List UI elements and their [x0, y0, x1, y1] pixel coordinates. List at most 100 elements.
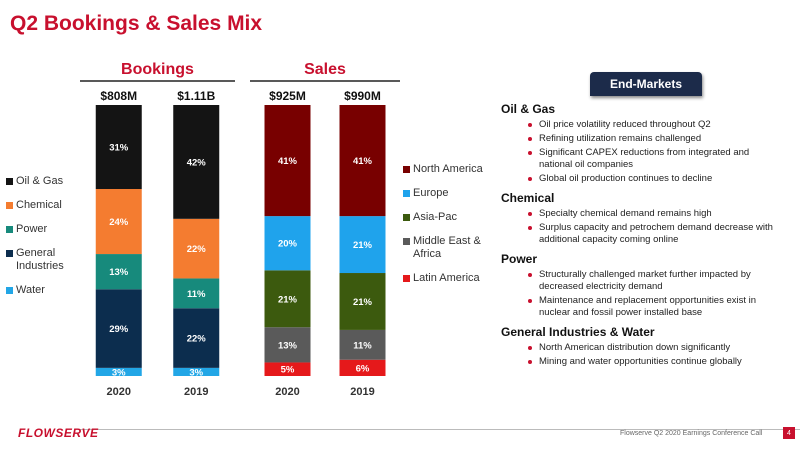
- legend-swatch: [403, 275, 410, 282]
- legend-item: Asia-Pac: [403, 211, 495, 224]
- value-label: 24%: [109, 217, 129, 228]
- total-label: $990M: [344, 89, 381, 103]
- slide-title: Q2 Bookings & Sales Mix: [10, 12, 263, 35]
- legend-item: Water: [6, 284, 80, 297]
- legend-label: Europe: [413, 187, 449, 199]
- value-label: 22%: [187, 244, 207, 255]
- value-label: 21%: [278, 294, 298, 305]
- bar-segment: [264, 327, 311, 363]
- bar-segment: [339, 359, 386, 376]
- section-heading: Oil & Gas: [501, 102, 556, 116]
- legend-item: Europe: [403, 187, 495, 200]
- footer-text: Flowserve Q2 2020 Earnings Conference Ca…: [620, 430, 763, 437]
- value-label: 21%: [353, 240, 373, 251]
- bar-segment: [173, 367, 220, 376]
- bar-segment: [173, 308, 220, 368]
- section: Chemical Specialty chemical demand remain…: [497, 191, 795, 246]
- bullet-list: Structurally challenged market further i…: [497, 269, 795, 319]
- bar-segment: [339, 273, 386, 330]
- value-label: 22%: [187, 334, 207, 345]
- bar-segment: [173, 105, 220, 219]
- section: General Industries & Water North American…: [497, 325, 795, 368]
- legend-item: Latin America: [403, 272, 495, 285]
- total-label: $1.11B: [177, 89, 215, 103]
- value-label: 3%: [112, 367, 126, 378]
- end-markets-panel: End-Markets Oil & Gas Oil price volatilit…: [497, 72, 795, 370]
- bar-segment: [173, 218, 220, 279]
- section: Power Structurally challenged market furt…: [497, 252, 795, 319]
- bullet: Refining utilization remains challenged: [497, 133, 795, 145]
- x-tick-label: 2020: [107, 386, 131, 398]
- bullet-list: North American distribution down signifi…: [497, 342, 795, 368]
- value-label: 31%: [109, 143, 129, 154]
- bullet: Specialty chemical demand remains high: [497, 208, 795, 220]
- bar-segment: [264, 270, 311, 328]
- bar-segment: [339, 216, 386, 274]
- panel-tab: End-Markets: [590, 72, 702, 96]
- legend-label: Water: [16, 284, 45, 296]
- bar-segment: [264, 216, 311, 271]
- value-label: 21%: [353, 297, 373, 308]
- logo: FLOWSERVE: [18, 426, 99, 440]
- bullet: Maintenance and replacement opportunitie…: [497, 295, 795, 319]
- bar-segment: [339, 105, 386, 217]
- section-heading: Chemical: [501, 191, 555, 205]
- bar-segment: [95, 189, 142, 255]
- legend-swatch: [403, 190, 410, 197]
- bar-segment: [173, 278, 220, 309]
- chart-title: Bookings: [121, 61, 194, 78]
- value-label: 42%: [187, 157, 207, 168]
- bar-segment: [95, 367, 142, 376]
- legend-item: Power: [6, 223, 80, 236]
- x-tick-label: 2020: [275, 386, 299, 398]
- legend-swatch: [6, 226, 13, 233]
- legend-swatch: [6, 202, 13, 209]
- legend-swatch: [6, 287, 13, 294]
- bullet: Significant CAPEX reductions from integr…: [497, 147, 795, 171]
- value-label: 20%: [278, 239, 298, 250]
- bullet-list: Oil price volatility reduced throughout …: [497, 119, 795, 185]
- legend-label: North America: [413, 163, 483, 175]
- bullet: Structurally challenged market further i…: [497, 269, 795, 293]
- legend: North America Europe Asia-Pac Middle East &…: [403, 163, 495, 285]
- legend-item: General Industries: [6, 247, 80, 273]
- bar-segment: [264, 105, 311, 217]
- value-label: 41%: [278, 156, 298, 167]
- legend-label: Latin America: [413, 272, 480, 284]
- legend-label: Power: [16, 223, 48, 235]
- legend-swatch: [6, 250, 13, 257]
- bullet-list: Specialty chemical demand remains high Su…: [497, 208, 795, 246]
- bar-segment: [95, 289, 142, 368]
- legend-swatch: [403, 238, 410, 245]
- legend-swatch: [403, 166, 410, 173]
- footer-line: [80, 429, 800, 430]
- bar-segment: [95, 105, 142, 190]
- bar-segment: [339, 329, 386, 360]
- total-label: $925M: [269, 89, 306, 103]
- value-label: 13%: [109, 267, 129, 278]
- x-tick-label: 2019: [350, 386, 374, 398]
- legend-item: Oil & Gas: [6, 175, 80, 188]
- legend-label: Oil & Gas: [16, 175, 64, 187]
- legend-item: Chemical: [6, 199, 80, 212]
- bullet: Global oil production continues to decli…: [497, 173, 795, 185]
- legend-item: North America: [403, 163, 495, 176]
- bar-segment: [264, 362, 311, 376]
- legend-label: Chemical: [16, 199, 62, 211]
- value-label: 41%: [353, 156, 373, 167]
- bullet: Surplus capacity and petrochem demand de…: [497, 222, 795, 246]
- section-heading: General Industries & Water: [501, 325, 655, 339]
- legend-swatch: [403, 214, 410, 221]
- value-label: 11%: [187, 289, 206, 300]
- page-number: 4: [783, 427, 795, 439]
- bullet: Mining and water opportunities continue …: [497, 356, 795, 368]
- chart-title: Sales: [304, 61, 346, 78]
- legend-label: General Industries: [16, 247, 64, 272]
- x-tick-label: 2019: [184, 386, 208, 398]
- section: Oil & Gas Oil price volatility reduced th…: [497, 102, 795, 185]
- legend: Oil & Gas Chemical Power General Industries…: [6, 175, 80, 297]
- value-label: 13%: [278, 340, 298, 351]
- bullet: North American distribution down signifi…: [497, 342, 795, 354]
